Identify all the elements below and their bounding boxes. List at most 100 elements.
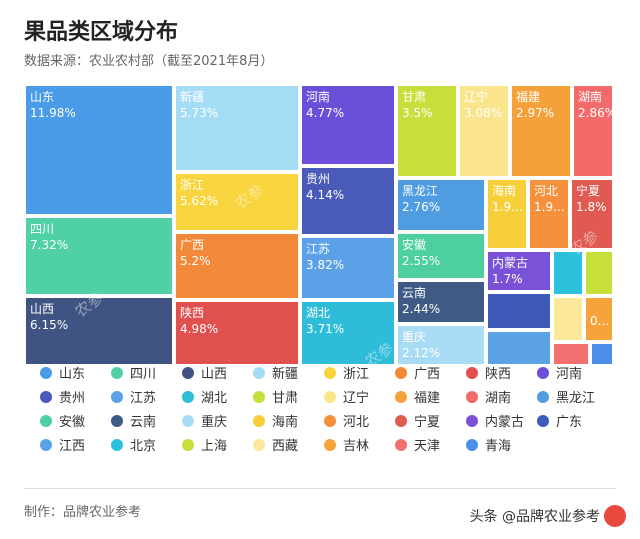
treemap-cell-name: 湖北 [306,306,331,320]
legend-item: 浙江 [324,363,369,382]
treemap-cell-value: 1.9... [492,200,523,214]
chart-subtitle: 数据来源：农业农村部（截至2021年8月） [24,54,274,69]
treemap-cell-name: 重庆 [402,330,427,344]
legend-label: 四川 [130,367,157,382]
legend-label: 江西 [59,439,86,454]
legend-label: 内蒙古 [485,415,525,430]
legend-color-swatch [40,366,52,379]
legend-label: 广西 [414,367,441,382]
treemap-cell: 福建 2.97% [510,84,572,178]
treemap-cell: 山东 11.98% [24,84,174,216]
treemap-cell-name: 福建 [516,90,541,104]
legend-color-swatch [182,438,194,451]
legend-color-swatch [324,366,336,379]
treemap-cell [552,342,590,366]
treemap-cell: 宁夏 1.8% [570,178,614,250]
treemap-cell-value: 1.9... [534,200,565,214]
legend-item: 上海 [182,435,227,454]
legend-color-swatch [324,438,336,451]
watermark: 头条 @品牌农业参考 [470,505,626,527]
legend-item: 广西 [395,363,440,382]
treemap-cell-name: 海南 [492,184,517,198]
legend-color-swatch [253,438,265,451]
legend-item: 河北 [324,411,369,430]
treemap-cell-name: 贵州 [306,172,331,186]
legend-item: 内蒙古 [466,411,524,430]
treemap-cell: 内蒙古 1.7% [486,250,552,292]
legend-label: 江苏 [130,391,157,406]
chart-title: 果品类区域分布 [24,20,179,45]
treemap-cell-value: 0... [590,314,610,328]
legend-item: 辽宁 [324,387,369,406]
treemap-cell-name: 浙江 [180,178,205,192]
treemap-cell: 安徽 2.55% [396,232,486,280]
treemap-cell-value: 5.62% [180,194,219,208]
treemap-cell: 黑龙江 2.76% [396,178,486,232]
treemap-cell [584,250,614,296]
treemap-cell: 浙江 5.62% [174,172,300,232]
legend-color-swatch [182,390,194,403]
legend-color-swatch [324,390,336,403]
treemap-cell: 贵州 4.14% [300,166,396,236]
treemap-cell: 山西 6.15% [24,296,174,366]
treemap-cell: 辽宁 3.08% [458,84,510,178]
legend-label: 西藏 [272,439,299,454]
legend-label: 宁夏 [414,415,441,430]
legend-color-swatch [395,414,407,427]
legend-item: 吉林 [324,435,369,454]
legend-color-swatch [182,366,194,379]
treemap-cell-value: 4.14% [306,188,345,202]
legend-color-swatch [40,414,52,427]
treemap-cell: 江苏 3.82% [300,236,396,300]
legend-label: 山东 [59,367,86,382]
legend-label: 黑龙江 [556,391,596,406]
treemap-cell-name: 新疆 [180,90,205,104]
legend-color-swatch [466,366,478,379]
legend-color-swatch [111,438,123,451]
legend-color-swatch [111,366,123,379]
legend-label: 重庆 [201,415,228,430]
treemap-cell-name: 辽宁 [464,90,489,104]
legend-item: 安徽 [40,411,85,430]
treemap-cell-value: 2.44% [402,302,441,316]
legend-item: 江西 [40,435,85,454]
treemap-cell-name: 宁夏 [576,184,601,198]
legend-color-swatch [324,414,336,427]
legend-item: 宁夏 [395,411,440,430]
legend-label: 甘肃 [272,391,299,406]
treemap: 山东 11.98% 四川 7.32% 山西 6.15% 新疆 5.73% 浙江 5.62% 广西 5.… [24,84,614,371]
legend-item: 广东 [537,411,582,430]
legend-label: 吉林 [343,439,370,454]
treemap-cell: 四川 7.32% [24,216,174,296]
legend-color-swatch [111,414,123,427]
legend-label: 广东 [556,415,583,430]
legend-color-swatch [395,366,407,379]
legend-item: 天津 [395,435,440,454]
treemap-cell: 云南 2.44% [396,280,486,324]
treemap-cell-value: 6.15% [30,318,69,332]
treemap-cell-value: 2.12% [402,346,441,360]
treemap-cell-name: 河南 [306,90,331,104]
treemap-cell [486,292,552,330]
legend-label: 辽宁 [343,391,370,406]
legend-label: 北京 [130,439,157,454]
legend-color-swatch [395,390,407,403]
watermark-logo-icon [604,505,626,527]
legend-label: 河南 [556,367,583,382]
treemap-cell [486,330,552,366]
legend-label: 陕西 [485,367,512,382]
treemap-cell-value: 1.8% [576,200,607,214]
legend-label: 浙江 [343,367,370,382]
treemap-cell-value: 2.76% [402,200,441,214]
legend-item: 贵州 [40,387,85,406]
legend-label: 河北 [343,415,370,430]
legend-label: 上海 [201,439,228,454]
footer-divider [24,488,616,489]
treemap-cell-value: 4.77% [306,106,345,120]
legend-item: 云南 [111,411,156,430]
legend-item: 重庆 [182,411,227,430]
legend-item: 江苏 [111,387,156,406]
treemap-cell: 甘肃 3.5% [396,84,458,178]
treemap-cell: 0... [584,296,614,342]
watermark-text: 头条 @品牌农业参考 [469,509,600,525]
